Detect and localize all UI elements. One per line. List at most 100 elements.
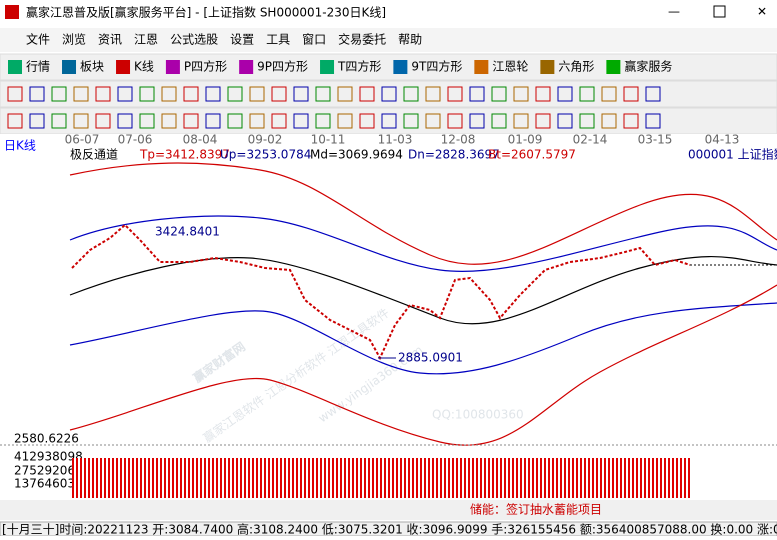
tool-icon[interactable] [623, 86, 639, 102]
toolbar-icon[interactable] [540, 60, 555, 74]
tool-icon[interactable] [337, 113, 353, 129]
tool-icon[interactable] [403, 86, 419, 102]
toolbar-button[interactable]: P四方形 [184, 59, 227, 74]
menu-item[interactable]: 资讯 [98, 33, 122, 47]
tool-icon[interactable] [315, 113, 331, 129]
tool-icon[interactable] [95, 86, 111, 102]
minimize-button[interactable]: — [668, 5, 680, 19]
toolbar-button[interactable]: T四方形 [337, 59, 381, 74]
news-ticker[interactable]: 储能：签订抽水蓄能项目 [470, 502, 602, 517]
tool-icon[interactable] [271, 113, 287, 129]
tool-icon[interactable] [117, 113, 133, 129]
date-label: 12-08 [441, 133, 476, 147]
tool-icon[interactable] [447, 86, 463, 102]
tool-icon[interactable] [645, 86, 661, 102]
tool-icon[interactable] [359, 113, 375, 129]
tool-icon[interactable] [337, 86, 353, 102]
tool-icon[interactable] [469, 113, 485, 129]
tool-icon[interactable] [29, 113, 45, 129]
date-label: 04-13 [705, 133, 740, 147]
toolbar-icon[interactable] [8, 60, 22, 74]
tool-icon[interactable] [315, 86, 331, 102]
menu-item[interactable]: 设置 [230, 33, 254, 47]
toolbar-icon[interactable] [165, 60, 180, 74]
menu-item[interactable]: 交易委托 [338, 32, 386, 47]
tool-icon[interactable] [491, 86, 507, 102]
tool-icon[interactable] [601, 113, 617, 129]
tool-icon[interactable] [139, 86, 155, 102]
tool-icon[interactable] [425, 113, 441, 129]
tool-icon[interactable] [161, 86, 177, 102]
app-icon [5, 5, 19, 19]
close-button[interactable]: ✕ [757, 5, 767, 19]
tool-icon[interactable] [469, 86, 485, 102]
toolbar-icon[interactable] [62, 60, 77, 74]
status-text: [十月三十]时间:20221123 开:3084.7400 高:3108.240… [2, 522, 777, 537]
toolbar-button[interactable]: 赢家服务 [624, 59, 672, 74]
tool-icon[interactable] [51, 113, 67, 129]
toolbar-icon[interactable] [116, 60, 131, 74]
toolbar-button[interactable]: 9P四方形 [257, 59, 308, 74]
tool-icon[interactable] [293, 113, 309, 129]
tool-icon[interactable] [249, 113, 265, 129]
menu-item[interactable]: 工具 [266, 33, 290, 47]
tool-icon[interactable] [271, 86, 287, 102]
tool-icon[interactable] [73, 113, 89, 129]
tool-icon[interactable] [557, 113, 573, 129]
tool-icon[interactable] [491, 113, 507, 129]
toolbar-button[interactable]: 行情 [26, 60, 50, 74]
tool-icon[interactable] [447, 113, 463, 129]
toolbar-button[interactable]: K线 [134, 60, 154, 74]
toolbar-button[interactable]: 江恩轮 [492, 60, 528, 74]
tool-icon[interactable] [645, 113, 661, 129]
tool-icon[interactable] [579, 113, 595, 129]
tool-icon[interactable] [139, 113, 155, 129]
tool-icon[interactable] [117, 86, 133, 102]
tool-icon[interactable] [7, 113, 23, 129]
menu-item[interactable]: 公式选股 [170, 33, 218, 47]
toolbar-button[interactable]: 板块 [80, 60, 104, 74]
price-trace [71, 223, 691, 361]
tool-icon[interactable] [623, 113, 639, 129]
tool-icon[interactable] [73, 86, 89, 102]
tool-icon[interactable] [227, 86, 243, 102]
tool-icon[interactable] [227, 113, 243, 129]
toolbar-icon[interactable] [606, 60, 621, 74]
toolbar-button[interactable]: 9T四方形 [411, 59, 462, 74]
tool-icon[interactable] [293, 86, 309, 102]
toolbar-icon[interactable] [474, 60, 489, 74]
tool-icon[interactable] [51, 86, 67, 102]
tool-icon[interactable] [359, 86, 375, 102]
menu-item[interactable]: 文件 [26, 32, 50, 47]
toolbar-icon[interactable] [320, 60, 335, 74]
menu-item[interactable]: 浏览 [62, 32, 86, 47]
tool-icon[interactable] [513, 113, 529, 129]
tool-icon[interactable] [513, 86, 529, 102]
tool-icon[interactable] [29, 86, 45, 102]
tool-icon[interactable] [579, 86, 595, 102]
tool-icon[interactable] [249, 86, 265, 102]
maximize-button[interactable] [713, 5, 726, 18]
tool-icon[interactable] [381, 86, 397, 102]
tool-icon[interactable] [535, 113, 551, 129]
tool-icon[interactable] [183, 86, 199, 102]
toolbar-icon[interactable] [393, 60, 408, 74]
toolbar-icon[interactable] [239, 60, 254, 74]
menu-item[interactable]: 帮助 [398, 33, 422, 47]
tool-icon[interactable] [95, 113, 111, 129]
tool-icon[interactable] [205, 86, 221, 102]
date-axis [0, 134, 777, 146]
tool-icon[interactable] [205, 113, 221, 129]
menu-item[interactable]: 江恩 [134, 33, 158, 47]
tool-icon[interactable] [381, 113, 397, 129]
tool-icon[interactable] [425, 86, 441, 102]
tool-icon[interactable] [403, 113, 419, 129]
tool-icon[interactable] [557, 86, 573, 102]
tool-icon[interactable] [161, 113, 177, 129]
tool-icon[interactable] [601, 86, 617, 102]
toolbar-button[interactable]: 六角形 [558, 60, 594, 74]
tool-icon[interactable] [535, 86, 551, 102]
tool-icon[interactable] [183, 113, 199, 129]
tool-icon[interactable] [7, 86, 23, 102]
menu-item[interactable]: 窗口 [302, 33, 326, 47]
